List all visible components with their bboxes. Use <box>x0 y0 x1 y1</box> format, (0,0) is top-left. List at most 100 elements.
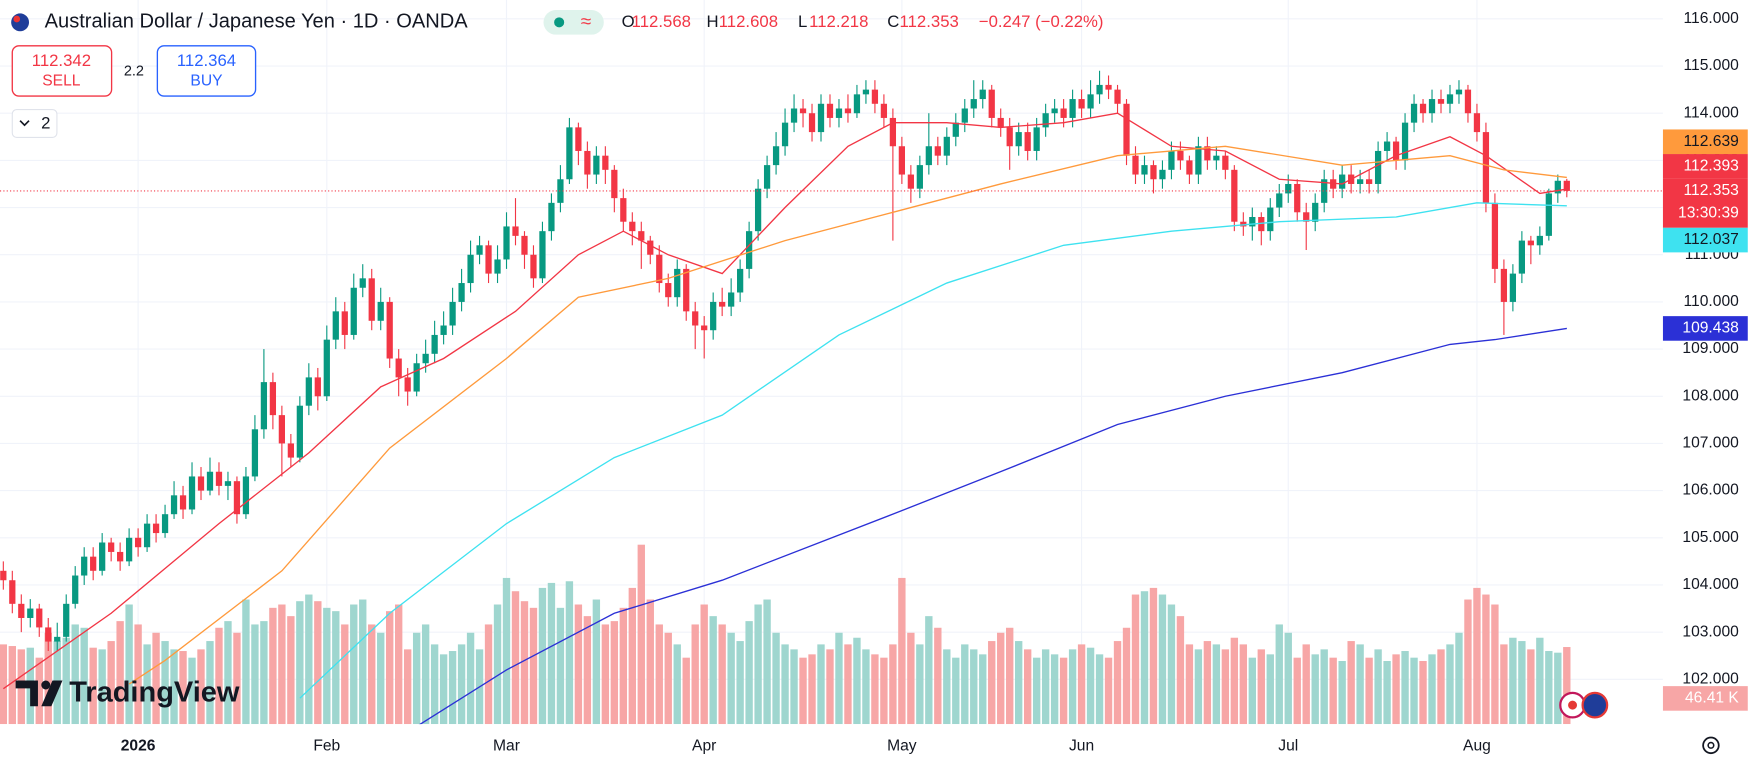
volume-bar <box>1221 649 1230 725</box>
candle-body <box>1437 99 1445 104</box>
sell-button[interactable]: 112.342 SELL <box>11 45 113 97</box>
status-badge[interactable] <box>543 10 604 35</box>
flag-icon <box>13 15 21 23</box>
candle-body <box>1303 212 1310 222</box>
volume-bar <box>1122 627 1131 725</box>
volume-bar <box>1167 604 1176 725</box>
candle-body <box>332 311 339 340</box>
candle-body <box>359 278 366 288</box>
candle-body <box>844 108 852 114</box>
logo-mark <box>15 680 38 707</box>
candle-body <box>18 603 25 618</box>
volume-bar <box>799 657 807 725</box>
candle-body <box>512 226 519 236</box>
volume-bar <box>377 632 385 725</box>
ma-tag <box>1662 154 1748 179</box>
candle-body <box>431 334 438 354</box>
volume-bar <box>700 604 708 725</box>
volume-bar <box>664 632 672 725</box>
candle-body <box>1536 235 1543 246</box>
volume-bar <box>610 621 619 725</box>
candle-body <box>368 278 375 321</box>
volume-bar <box>952 657 960 725</box>
candle-body <box>853 94 861 114</box>
volume-bar <box>332 611 340 725</box>
gear[interactable] <box>1702 736 1720 755</box>
candle-body <box>350 287 357 335</box>
candle-body <box>224 481 232 486</box>
volume-bar <box>1356 644 1364 725</box>
candle-body <box>1276 193 1283 208</box>
sell-label: SELL <box>42 73 81 90</box>
candle-body <box>323 339 330 397</box>
volume-bar <box>80 627 88 725</box>
candle-body <box>1509 273 1517 302</box>
volume-bar <box>1158 594 1167 725</box>
candle-body <box>1554 180 1561 194</box>
ohlc-value: 112.353 <box>900 12 959 31</box>
volume-bar <box>170 649 178 725</box>
indicators-toggle[interactable]: 2 <box>11 108 58 139</box>
volume-bar <box>296 601 304 725</box>
volume-bar <box>1302 644 1310 725</box>
candle-body <box>737 268 744 293</box>
candle-body <box>1114 89 1121 104</box>
bottom-icons[interactable] <box>1559 691 1609 719</box>
volume-bar <box>197 649 205 725</box>
volume-bar <box>188 657 196 725</box>
volume-bar <box>673 644 681 725</box>
sell-box[interactable] <box>11 45 113 97</box>
volume-bar <box>323 607 331 725</box>
volume-tag-label: 46.41 K <box>1685 690 1739 707</box>
volume-bar <box>1068 649 1077 725</box>
candle-body <box>1563 180 1570 191</box>
volume-bar <box>619 607 628 725</box>
volume-bar <box>997 632 1005 725</box>
candle-body <box>1105 84 1112 90</box>
volume-bar <box>529 607 538 725</box>
volume-bar <box>1374 649 1382 725</box>
buy-box[interactable] <box>156 45 257 97</box>
y-tick-label: 102.000 <box>1682 670 1739 687</box>
settings-button[interactable] <box>1702 736 1720 755</box>
volume-bar <box>1455 632 1463 725</box>
candle-body <box>1374 150 1382 184</box>
volume-bar <box>1275 624 1283 725</box>
volume-bar <box>889 644 897 725</box>
volume-bar <box>1473 587 1481 725</box>
price-tag-label: 112.353 <box>1684 182 1739 199</box>
volume-bar <box>161 641 169 725</box>
candle-body <box>1060 108 1067 118</box>
candle-body <box>188 476 196 510</box>
candle-body <box>45 627 52 642</box>
candle-body <box>395 358 402 378</box>
toggle-box[interactable] <box>11 108 58 139</box>
volume-bar <box>1077 644 1086 725</box>
candle-body <box>620 198 627 222</box>
candle-body <box>790 108 798 123</box>
candle-body <box>1455 89 1463 95</box>
candle-body <box>458 283 465 302</box>
candle-body <box>287 443 294 458</box>
buy-button[interactable]: 112.364 BUY <box>156 45 257 97</box>
candle-body <box>943 136 950 156</box>
candle-body <box>970 99 977 109</box>
candle-body <box>1231 169 1238 222</box>
candle-body <box>440 325 447 335</box>
candle-body <box>1204 146 1211 161</box>
volume-bar <box>682 657 690 725</box>
candle-body <box>575 127 582 151</box>
y-tick-label: 103.000 <box>1682 623 1739 640</box>
volume-bar <box>152 632 160 725</box>
volume-bar <box>1185 644 1194 725</box>
volume-bar <box>484 624 493 725</box>
volume-bar <box>448 651 457 725</box>
icon[interactable] <box>1581 691 1609 719</box>
candle-body <box>728 292 735 307</box>
volume-bar <box>646 599 654 725</box>
change: −0.247 (−0.22%) <box>979 12 1104 31</box>
volume-bar <box>979 654 987 725</box>
candle-body <box>1473 113 1481 133</box>
volume-bar <box>0 644 8 725</box>
